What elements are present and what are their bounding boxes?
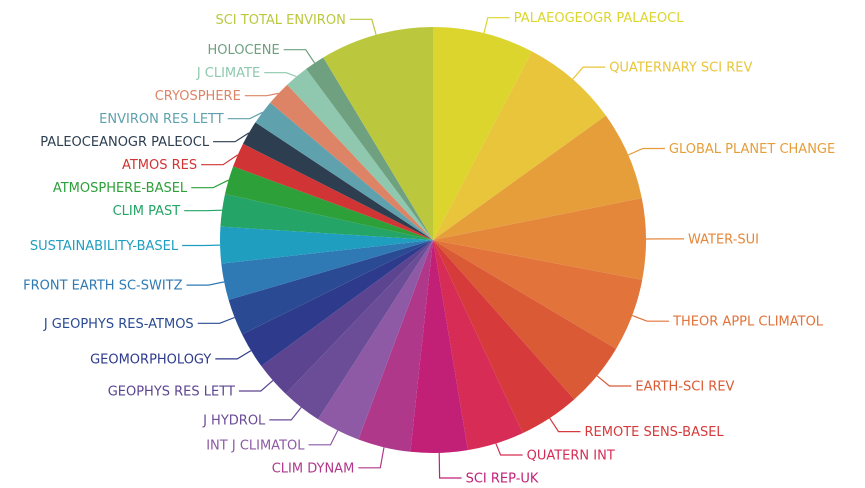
slice-label-clim-past: CLIM PAST	[113, 204, 181, 219]
leader-line-sci-rep-uk	[438, 452, 462, 479]
slice-label-sci-total-environ: SCI TOTAL ENVIRON	[215, 13, 345, 28]
leader-line-quaternary-sci-rev	[572, 66, 606, 80]
pie-slice-j-climate	[287, 68, 433, 241]
pie-slice-sustainability-basel	[219, 226, 433, 264]
leader-line-geomorphology	[215, 350, 252, 360]
leader-line-atmos-res	[201, 154, 239, 166]
leader-line-earth-sci-rev	[596, 375, 632, 387]
pie-slice-earth-sci-rev	[433, 240, 617, 400]
pie-slice-palaeogeogr-palaeocl	[433, 27, 532, 240]
pie-slice-geophys-res-lett	[261, 240, 433, 394]
slice-label-j-climate: J CLIMATE	[196, 66, 260, 81]
slice-label-remote-sens-basel: REMOTE SENS-BASEL	[585, 425, 725, 440]
slice-label-atmos-res: ATMOS RES	[122, 158, 197, 173]
slice-label-global-planet-change: GLOBAL PLANET CHANGE	[669, 142, 835, 157]
leader-line-int-j-climatol	[308, 430, 339, 446]
pie-slice-global-planet-change	[433, 115, 642, 240]
pie-slice-j-geophys-res-atmos	[228, 240, 433, 335]
slice-label-j-hydrol: J HYDROL	[202, 413, 266, 428]
slice-label-sci-rep-uk: SCI REP-UK	[466, 472, 539, 487]
pie-slice-int-j-climatol	[318, 240, 433, 440]
pie-slice-theor-appl-climatol	[433, 240, 643, 349]
slice-label-cryosphere: CRYOSPHERE	[155, 89, 241, 104]
slice-label-paleoceanogr-paleocl: PALEOCEANOGR PALEOCL	[40, 135, 210, 150]
slice-label-geomorphology: GEOMORPHOLOGY	[90, 352, 211, 367]
slice-label-theor-appl-climatol: THEOR APPL CLIMATOL	[672, 315, 824, 330]
pie-slice-water-sui	[433, 198, 647, 280]
pie-slice-atmos-res	[233, 143, 433, 240]
slice-label-front-earth-sc-switz: FRONT EARTH SC-SWITZ	[23, 279, 182, 294]
pie-slice-front-earth-sc-switz	[221, 240, 433, 300]
slice-label-palaeogeogr-palaeocl: PALAEOGEOGR PALAEOCL	[514, 11, 684, 26]
pie-slice-cryosphere	[270, 84, 433, 240]
pie-slice-atmosphere-basel	[225, 166, 433, 240]
leader-line-clim-dynam	[358, 447, 385, 469]
pie-slices	[219, 27, 647, 454]
pie-slice-geomorphology	[242, 240, 433, 367]
pie-leader-lines	[182, 17, 684, 479]
pie-labels: PALAEOGEOGR PALAEOCL QUATERNARY SCI REV GL…	[23, 11, 835, 486]
leader-line-j-geophys-res-atmos	[197, 316, 235, 324]
leader-line-palaeogeogr-palaeocl	[483, 17, 510, 34]
leader-line-quatern-int	[495, 443, 523, 456]
slice-label-geophys-res-lett: GEOPHYS RES LETT	[108, 385, 235, 400]
slice-label-int-j-climatol: INT J CLIMATOL	[206, 438, 305, 453]
leader-line-theor-appl-climatol	[631, 314, 670, 322]
pie-slice-sci-rep-uk	[410, 240, 468, 454]
pie-slice-paleoceanogr-paleocl	[242, 122, 433, 240]
slice-label-clim-dynam: CLIM DYNAM	[272, 461, 355, 476]
leader-line-j-climate	[264, 72, 297, 78]
pie-slice-clim-past	[220, 194, 433, 240]
leader-line-atmosphere-basel	[191, 179, 229, 189]
leader-line-holocene	[283, 49, 316, 64]
pie-slice-clim-dynam	[358, 240, 433, 452]
slice-label-j-geophys-res-atmos: J GEOPHYS RES-ATMOS	[43, 317, 194, 332]
slice-label-holocene: HOLOCENE	[207, 43, 279, 58]
leader-line-paleoceanogr-paleocl	[213, 132, 250, 143]
slice-label-quaternary-sci-rev: QUATERNARY SCI REV	[609, 61, 752, 76]
leader-line-global-planet-change	[628, 147, 665, 156]
pie-slice-holocene	[306, 57, 433, 241]
pie-slice-environ-res-lett	[255, 102, 433, 241]
pie-slice-j-hydrol	[285, 240, 433, 420]
slice-label-quatern-int: QUATERN INT	[527, 449, 615, 464]
slice-label-earth-sci-rev: EARTH-SCI REV	[635, 380, 734, 395]
leader-line-clim-past	[184, 209, 223, 212]
leader-line-geophys-res-lett	[238, 380, 274, 392]
leader-line-cryosphere	[244, 92, 279, 97]
leader-line-remote-sens-basel	[549, 417, 581, 433]
slice-label-environ-res-lett: ENVIRON RES LETT	[99, 112, 224, 127]
slice-label-sustainability-basel: SUSTAINABILITY-BASEL	[30, 239, 179, 254]
slice-label-atmosphere-basel: ATMOSPHERE-BASEL	[53, 181, 188, 196]
leader-line-j-hydrol	[269, 407, 302, 421]
leader-line-front-earth-sc-switz	[186, 281, 225, 286]
leader-line-environ-res-lett	[227, 111, 263, 120]
leader-line-sci-total-environ	[349, 18, 377, 35]
pie-slice-sci-total-environ	[323, 27, 433, 240]
pie-slice-quatern-int	[433, 240, 523, 451]
pie-slice-quaternary-sci-rev	[433, 51, 606, 241]
slice-label-water-sui: WATER-SUI	[688, 232, 759, 247]
pie-slice-remote-sens-basel	[433, 240, 575, 434]
